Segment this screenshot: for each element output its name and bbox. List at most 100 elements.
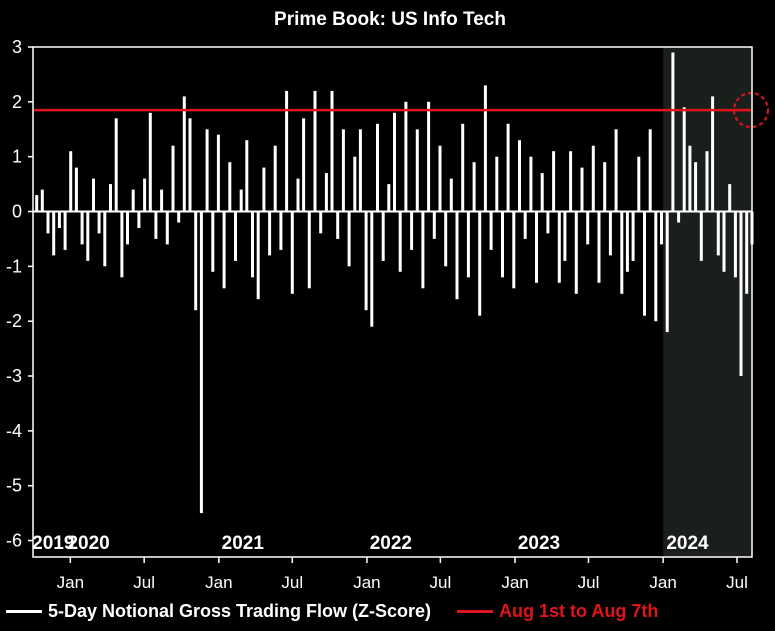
bar [427, 101, 431, 212]
bar [665, 211, 669, 333]
x-tick-label: Jan [501, 573, 528, 592]
bar [608, 211, 612, 256]
bar [216, 134, 220, 212]
bar [40, 189, 44, 212]
bar [97, 211, 101, 234]
bar [347, 211, 351, 267]
bar [160, 189, 164, 212]
legend-label-reference: Aug 1st to Aug 7th [499, 600, 659, 621]
bar [455, 211, 459, 300]
bar [376, 123, 379, 212]
bar [733, 211, 737, 278]
bar [211, 211, 215, 272]
bar [535, 211, 538, 283]
bar [688, 145, 692, 212]
y-tick-label: -2 [6, 311, 22, 331]
bar [591, 145, 595, 212]
bar [234, 211, 237, 261]
bar [660, 211, 663, 245]
bar [603, 162, 607, 212]
bar [398, 211, 402, 272]
bar [410, 211, 414, 250]
bar [126, 211, 129, 245]
bar [188, 118, 192, 212]
bar [393, 112, 396, 212]
bar [711, 96, 715, 212]
bar [648, 129, 652, 212]
bar [290, 211, 294, 294]
bar [228, 162, 232, 212]
legend-swatch-series [6, 609, 42, 613]
bar [745, 211, 749, 294]
bar [586, 211, 590, 245]
year-label: 2024 [666, 533, 709, 554]
bar [86, 211, 90, 261]
bar [256, 211, 260, 300]
bar [728, 184, 732, 212]
bar [302, 118, 306, 212]
bar [177, 211, 181, 223]
x-tick-label: Jul [281, 573, 303, 592]
legend-swatch-reference [457, 609, 494, 613]
bar [63, 211, 67, 250]
bar [421, 211, 425, 289]
bar [46, 211, 50, 234]
bar [319, 211, 323, 234]
bar [120, 211, 124, 278]
bar [716, 211, 720, 256]
bar [739, 211, 743, 376]
bar [35, 195, 39, 212]
bar [143, 178, 147, 212]
bar [506, 123, 510, 212]
bar [461, 123, 465, 212]
y-tick-label: 0 [12, 202, 22, 222]
bar [80, 211, 84, 245]
bar [199, 211, 203, 514]
legend-item-reference: Aug 1st to Aug 7th [457, 601, 658, 622]
y-tick-label: -5 [6, 476, 22, 496]
bar [52, 211, 56, 256]
bar [671, 52, 675, 212]
bar [722, 211, 726, 272]
bar [148, 112, 152, 212]
bar [364, 211, 368, 311]
bar [103, 211, 107, 267]
x-tick-label: Jan [353, 573, 380, 592]
bar [307, 211, 311, 289]
bar [643, 211, 646, 316]
bar [580, 167, 584, 212]
bar [285, 90, 289, 212]
bar [245, 140, 249, 212]
bar [279, 211, 283, 250]
bar [69, 151, 73, 212]
bar [432, 211, 436, 239]
year-label: 2023 [518, 533, 560, 554]
highlight-marker [733, 92, 769, 129]
bar [273, 145, 277, 212]
bar [614, 129, 618, 212]
bar [137, 211, 141, 228]
bar [370, 211, 374, 327]
bar [296, 178, 300, 212]
bar [563, 211, 567, 261]
year-label: 2022 [370, 533, 412, 554]
bar [677, 211, 681, 223]
bar [472, 162, 476, 212]
bar [705, 151, 709, 212]
bar [557, 211, 561, 283]
legend-label-series: 5-Day Notional Gross Trading Flow (Z-Sco… [48, 600, 432, 621]
bar [501, 211, 504, 278]
bar [682, 107, 686, 212]
axes: 3 2 1 0 -1 -2 -3 -4 -5 -6 Jan Jul Jan Jul Jan Jul Jan Jul… [6, 37, 753, 592]
y-tick-label: 1 [12, 147, 22, 167]
bar [324, 173, 328, 212]
highlight-band [663, 47, 752, 557]
y-tick-label: -4 [6, 421, 22, 441]
y-tick-label: -3 [6, 366, 22, 386]
plot-area [33, 47, 769, 557]
bar [438, 145, 442, 212]
bar [699, 211, 703, 261]
bar [387, 184, 391, 212]
year-label: 2020 [67, 533, 109, 554]
